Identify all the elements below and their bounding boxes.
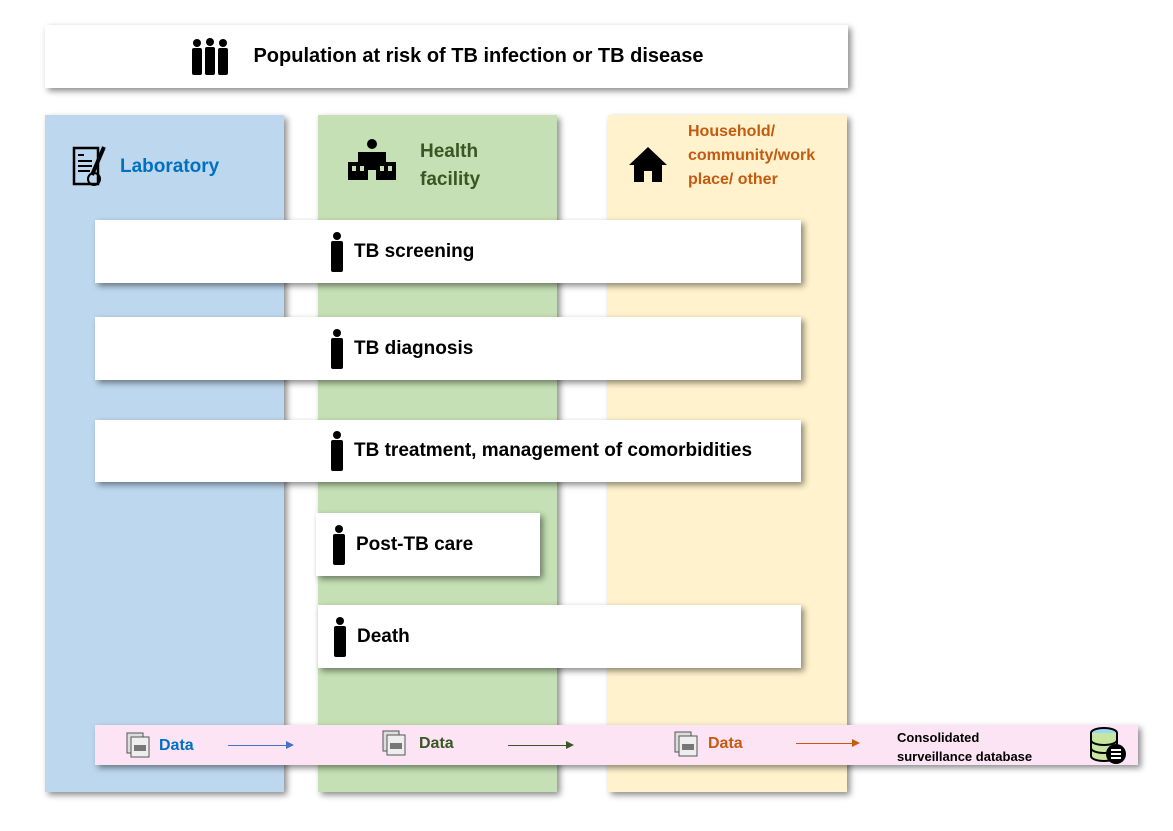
step-label: TB screening bbox=[354, 240, 475, 262]
house-icon bbox=[629, 147, 667, 182]
step-label: Death bbox=[357, 625, 410, 647]
step-post-tb-care: Post-TB care bbox=[316, 513, 540, 576]
group-of-people-icon bbox=[192, 37, 229, 75]
data-files-icon bbox=[674, 731, 698, 757]
step-label: TB diagnosis bbox=[354, 337, 474, 359]
data-files-icon bbox=[382, 730, 406, 756]
population-title: Population at risk of TB infection or TB… bbox=[253, 45, 704, 67]
person-icon bbox=[333, 524, 345, 565]
data-files-icon bbox=[126, 732, 150, 758]
person-icon bbox=[331, 328, 343, 369]
arrow-household-to-database bbox=[796, 738, 860, 747]
column-label-health-facility: Health facility bbox=[420, 141, 481, 190]
data-label-laboratory: Data bbox=[159, 737, 194, 754]
step-tb-screening: TB screening bbox=[95, 220, 801, 283]
step-death: Death bbox=[318, 605, 801, 668]
column-label-household: Household/ community/work place/ other bbox=[688, 123, 816, 188]
arrow-lab-to-facility bbox=[228, 740, 294, 749]
database-label: Consolidated surveillance database bbox=[897, 730, 1033, 764]
population-box: Population at risk of TB infection or TB… bbox=[45, 25, 848, 88]
arrow-facility-to-household bbox=[508, 740, 574, 749]
database-icon bbox=[1090, 727, 1126, 764]
column-label-laboratory: Laboratory bbox=[120, 156, 220, 177]
step-tb-diagnosis: TB diagnosis bbox=[95, 317, 801, 380]
lab-report-icon bbox=[72, 146, 106, 186]
step-tb-treatment: TB treatment, management of comorbiditie… bbox=[95, 420, 801, 482]
data-label-health-facility: Data bbox=[419, 735, 454, 752]
data-label-household: Data bbox=[708, 735, 743, 752]
person-icon bbox=[331, 231, 343, 272]
person-icon bbox=[334, 616, 346, 657]
step-label: Post-TB care bbox=[356, 533, 474, 555]
person-icon bbox=[331, 431, 343, 471]
hospital-icon bbox=[348, 139, 396, 180]
step-label: TB treatment, management of comorbiditie… bbox=[354, 440, 753, 461]
